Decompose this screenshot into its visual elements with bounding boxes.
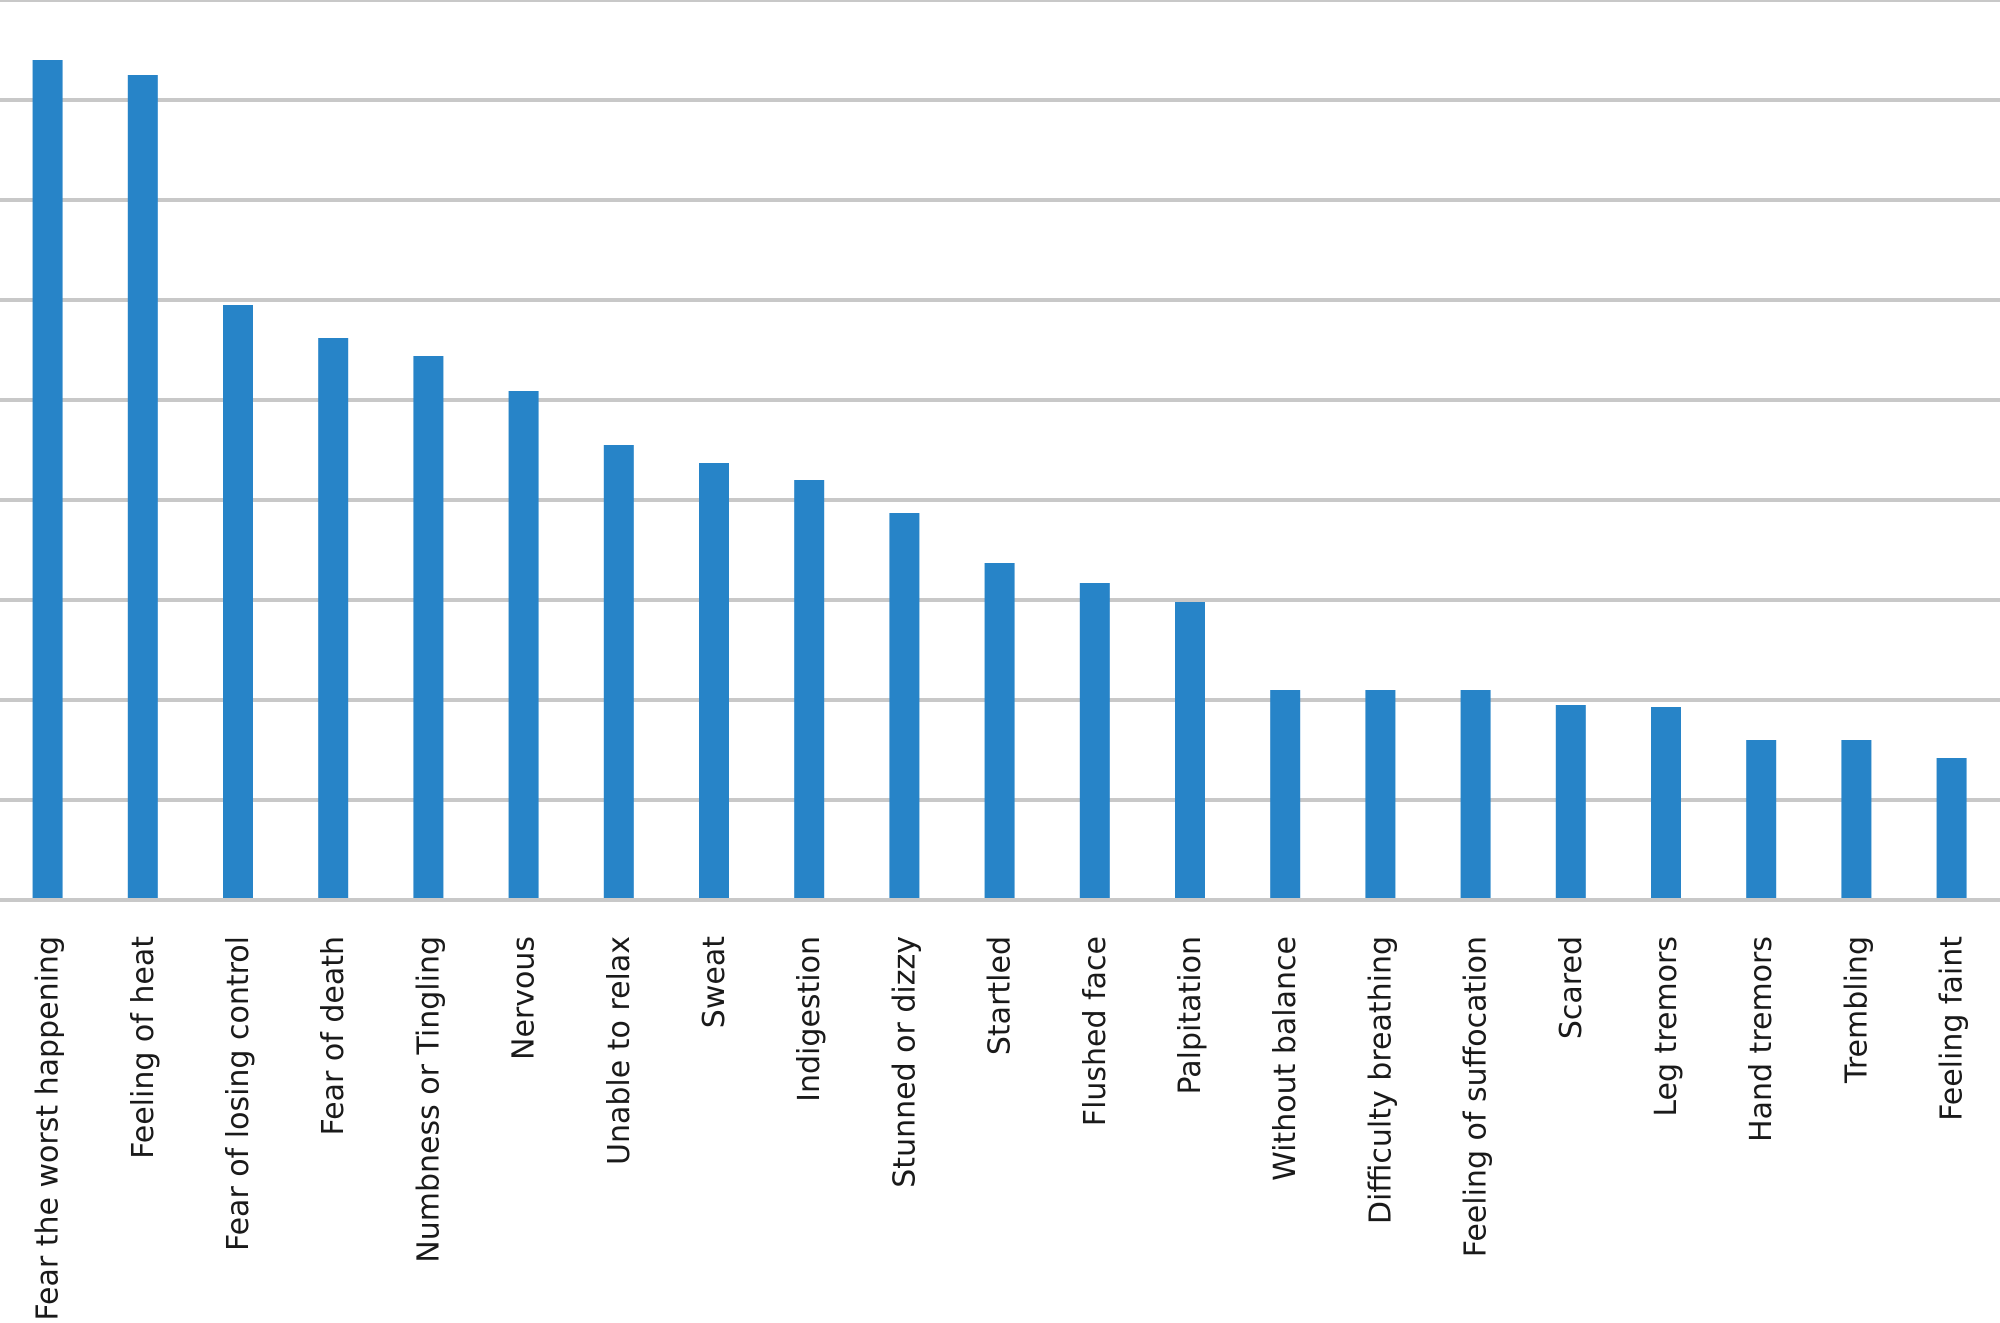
bar [1460, 690, 1491, 900]
x-tick-label: Hand tremors [1744, 936, 1779, 1142]
x-tick-label: Startled [983, 936, 1018, 1055]
bar [794, 480, 825, 900]
bar [1365, 690, 1396, 900]
x-tick-label: Sweat [697, 936, 732, 1028]
x-tick-label: Feeling of heat [126, 936, 161, 1159]
x-tick-label: Without balance [1268, 936, 1303, 1181]
x-tick-labels: Fear the worst happening Feeling of heat F… [31, 936, 1970, 1321]
bar [508, 391, 539, 900]
bar [318, 338, 349, 900]
x-tick-label: Feeling faint [1935, 936, 1970, 1121]
x-tick-label: Unable to relax [602, 936, 637, 1165]
bar [1841, 740, 1872, 900]
x-tick-label: Feeling of suffocation [1459, 936, 1494, 1257]
bar [1555, 705, 1586, 900]
bar [1746, 740, 1777, 900]
x-tick-label: Nervous [507, 936, 542, 1060]
bar [984, 563, 1015, 900]
x-tick-label: Leg tremors [1649, 936, 1684, 1117]
bar [1651, 707, 1681, 900]
bar [32, 60, 63, 900]
x-tick-label: Numbness or Tingling [411, 936, 446, 1263]
x-tick-label: Fear the worst happening [31, 936, 66, 1321]
bars [32, 60, 1967, 900]
x-tick-label: Flushed face [1078, 936, 1113, 1126]
bar [1936, 758, 1967, 900]
bar [1175, 602, 1205, 900]
x-tick-label: Fear of losing control [221, 936, 256, 1251]
bar [223, 305, 253, 900]
bar [889, 513, 920, 900]
x-tick-label: Fear of death [316, 936, 351, 1135]
bar [413, 356, 444, 900]
x-tick-label: Indigestion [792, 936, 827, 1102]
bar [699, 463, 729, 900]
x-tick-label: Trembling [1839, 936, 1874, 1084]
x-tick-label: Scared [1554, 936, 1589, 1039]
bar [127, 75, 158, 900]
bar [1270, 690, 1301, 900]
bar [603, 445, 634, 900]
bar [1079, 583, 1110, 900]
x-tick-label: Difficulty breathing [1363, 936, 1398, 1224]
x-tick-label: Palpitation [1173, 936, 1208, 1094]
x-tick-label: Stunned or dizzy [887, 936, 922, 1188]
